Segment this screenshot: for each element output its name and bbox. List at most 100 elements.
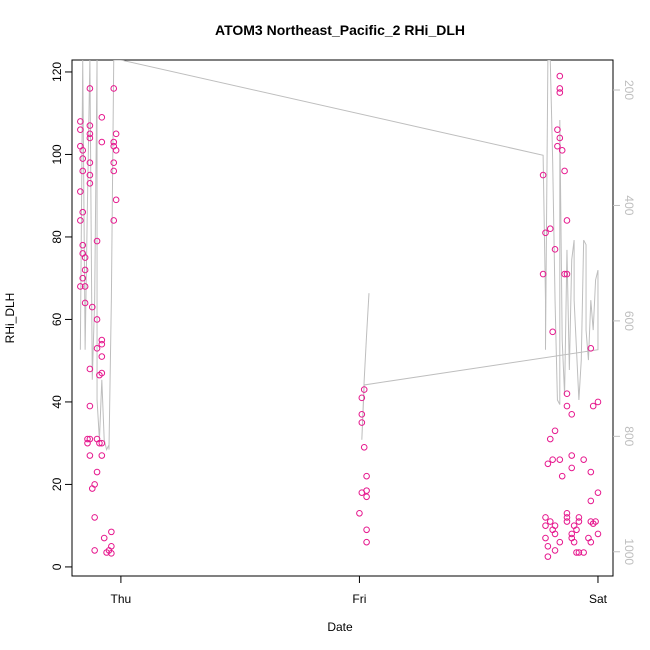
point bbox=[79, 155, 87, 162]
point bbox=[98, 452, 106, 459]
chart-title: ATOM3 Northeast_Pacific_2 RHi_DLH bbox=[215, 22, 465, 38]
y-tick-label: 20 bbox=[50, 477, 64, 491]
point bbox=[98, 114, 106, 121]
point bbox=[86, 85, 94, 92]
point bbox=[91, 547, 98, 554]
point bbox=[594, 530, 602, 538]
point bbox=[570, 538, 578, 546]
point bbox=[575, 518, 583, 525]
x-tick-label: Sat bbox=[589, 592, 608, 606]
point bbox=[98, 138, 106, 146]
point bbox=[587, 538, 595, 546]
point bbox=[100, 534, 108, 542]
point bbox=[86, 171, 94, 179]
point bbox=[556, 85, 564, 92]
point bbox=[587, 468, 595, 476]
point bbox=[549, 328, 556, 336]
y-tick-label: 80 bbox=[50, 230, 64, 244]
point bbox=[98, 353, 106, 360]
point bbox=[79, 147, 87, 154]
point bbox=[112, 130, 120, 138]
point bbox=[81, 299, 89, 307]
point bbox=[568, 530, 576, 538]
point bbox=[563, 510, 571, 517]
point bbox=[93, 316, 101, 323]
point bbox=[108, 543, 115, 550]
point bbox=[91, 481, 98, 488]
point bbox=[563, 514, 571, 521]
point bbox=[556, 89, 564, 96]
point bbox=[542, 534, 549, 542]
point bbox=[580, 549, 587, 556]
x-tick-label: Thu bbox=[111, 592, 132, 606]
point bbox=[563, 518, 571, 525]
point bbox=[563, 270, 571, 278]
point bbox=[544, 543, 552, 550]
point bbox=[110, 167, 118, 175]
point bbox=[77, 118, 84, 125]
point bbox=[86, 452, 94, 459]
point bbox=[108, 528, 115, 536]
y2-tick-label: 600 bbox=[622, 311, 636, 331]
point bbox=[91, 514, 98, 521]
y2-tick-label: 400 bbox=[622, 195, 636, 215]
point bbox=[558, 472, 566, 480]
point bbox=[86, 122, 94, 129]
point bbox=[77, 217, 84, 224]
point bbox=[86, 134, 94, 142]
point bbox=[563, 402, 571, 410]
point bbox=[575, 514, 583, 521]
point bbox=[112, 196, 120, 204]
point bbox=[575, 549, 583, 556]
point bbox=[356, 510, 363, 517]
point bbox=[568, 411, 576, 418]
point bbox=[93, 237, 101, 245]
point bbox=[539, 270, 547, 278]
point bbox=[589, 520, 597, 527]
point bbox=[79, 274, 87, 282]
y2-tick-label: 200 bbox=[622, 80, 636, 100]
point bbox=[98, 369, 106, 377]
point bbox=[363, 526, 370, 534]
point bbox=[551, 427, 559, 435]
point bbox=[556, 72, 564, 80]
point bbox=[110, 217, 118, 224]
point bbox=[563, 390, 571, 397]
point bbox=[77, 126, 84, 134]
point bbox=[556, 134, 564, 142]
point bbox=[363, 487, 370, 494]
point bbox=[551, 530, 559, 538]
point bbox=[88, 303, 96, 311]
point bbox=[542, 229, 549, 237]
point bbox=[546, 225, 554, 233]
point bbox=[363, 472, 370, 480]
point bbox=[568, 464, 576, 472]
point bbox=[110, 138, 118, 146]
x-tick-label: Fri bbox=[352, 592, 366, 606]
point bbox=[561, 167, 568, 175]
point bbox=[589, 402, 597, 410]
y2-tick-label: 800 bbox=[622, 426, 636, 446]
plot-frame bbox=[71, 59, 614, 577]
point bbox=[358, 394, 366, 402]
point bbox=[558, 147, 566, 154]
y-tick-label: 60 bbox=[50, 312, 64, 326]
point bbox=[81, 283, 89, 290]
point bbox=[86, 159, 94, 167]
point bbox=[110, 85, 118, 92]
point bbox=[86, 402, 94, 410]
point bbox=[556, 456, 564, 463]
point bbox=[86, 180, 94, 187]
point bbox=[77, 188, 84, 195]
point bbox=[93, 345, 101, 352]
point bbox=[86, 365, 94, 373]
point bbox=[98, 336, 106, 344]
line bbox=[79, 60, 599, 452]
point bbox=[544, 553, 552, 560]
point bbox=[77, 283, 84, 290]
point bbox=[573, 549, 580, 556]
point bbox=[360, 386, 368, 393]
y-axis-label: RHi_DLH bbox=[3, 293, 17, 344]
point bbox=[84, 439, 91, 447]
